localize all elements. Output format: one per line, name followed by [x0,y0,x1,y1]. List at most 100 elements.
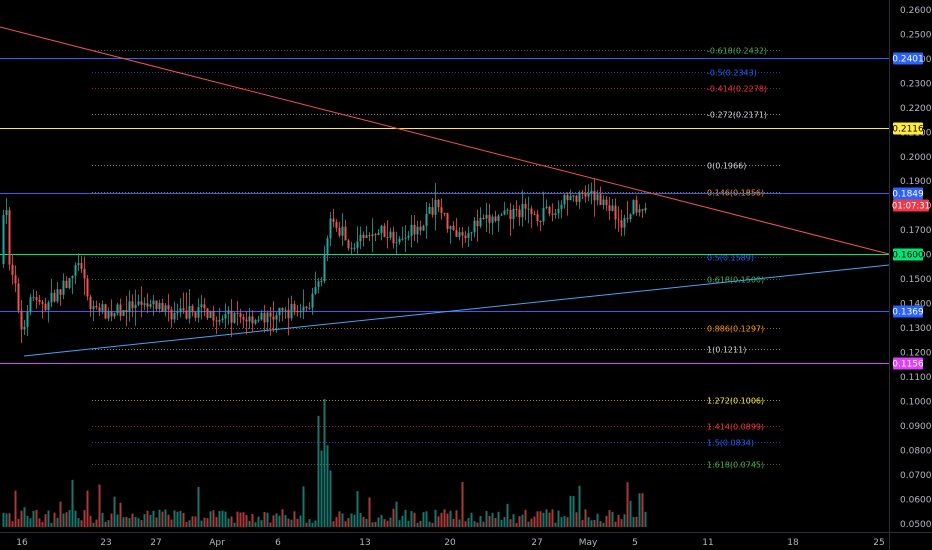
trendlines[interactable] [0,26,890,357]
volume-bar [383,519,386,527]
candle-body [347,240,350,248]
volume-bar [407,520,410,527]
volume-bar [428,521,431,527]
candle-body [95,306,98,308]
candle-body [11,264,14,276]
volume-bar [164,509,167,527]
candle-body [209,310,212,318]
candle-body [479,217,482,227]
candle-body [641,209,644,211]
volume-bar [212,510,215,527]
candle-body [410,224,413,236]
volume-bar [587,517,590,527]
volume-bar [143,514,146,527]
time-axis[interactable]: 16 23 27 Apr 6 13 20 27 May 5 11 18 25 [16,538,884,548]
candle-body [503,210,506,215]
candle-body [419,226,422,231]
candle-body [122,309,125,316]
price-axis[interactable]: 0.26000.25000.24000.23000.22000.21000.20… [900,6,932,530]
volume-bar [557,510,560,527]
volume-bar [119,502,122,527]
horizontal-lines[interactable] [0,58,889,364]
fib-level-label: -0.272(0.2171) [707,111,767,120]
candle-body [461,232,464,236]
volume-bar [467,518,470,527]
volume-bar [629,500,632,527]
candle-body [83,268,86,279]
volume-bar [200,520,203,527]
volume-bar [14,490,17,527]
candle-body [263,312,266,323]
volume-bar [410,511,413,527]
volume-bar [524,509,527,527]
candle-body [173,313,176,320]
candle-body [269,312,272,317]
candle-body [623,218,626,228]
price-badge [893,248,923,261]
candle-body [113,313,116,317]
candle-body [275,315,278,320]
time-tick-label: 23 [100,538,111,548]
candle-body [365,235,368,238]
volume-bar [377,517,380,527]
candle-body [446,212,449,230]
candle-body [260,312,263,320]
candle-body [440,207,443,213]
candle-body [329,218,332,239]
price-badge-label: 0.1156 [892,360,924,370]
candle-body [224,314,227,319]
price-tick-label: 0.0900 [900,422,932,432]
volume-bar [527,521,530,527]
price-tick-label: 0.1400 [900,300,932,310]
candle-body [338,227,341,236]
price-tick-label: 0.0800 [900,447,932,457]
volume-bar [392,508,395,527]
candle-body [236,313,239,315]
volume-bar [356,491,359,527]
volume-bar [482,521,485,527]
volume-bar [8,513,11,527]
candle-body [272,316,275,320]
ascending-trendline[interactable] [23,264,890,357]
candle-body [98,307,101,311]
descending-trendline[interactable] [0,26,890,255]
candle-body [533,214,536,216]
volume-bar [452,518,455,527]
volume-bar [614,521,617,527]
candle-body [137,301,140,305]
candle-body [407,235,410,238]
volume-bar [443,509,446,527]
fibonacci-retracement[interactable]: -0.618(0.2432) -0.5(0.2343) -0.414(0.2278)… [92,47,782,470]
time-tick-label: May [579,538,598,548]
volume-bar [485,511,488,527]
volume-bar [68,510,71,527]
price-badge [893,122,923,135]
price-tick-label: 0.2500 [900,30,932,40]
volume-bar [215,517,218,527]
candle-body [74,265,77,276]
candle-body [323,255,326,281]
candle-body [230,310,233,323]
volume-bar [590,520,593,527]
candle-body [458,232,461,237]
candle-body [425,213,428,226]
candle-body [476,220,479,227]
candle-body [200,304,203,308]
volume-bar [542,512,545,527]
candle-body [197,307,200,318]
volume-bar [167,514,170,527]
candle-body [152,300,155,305]
candle-body [509,209,512,219]
candle-body [581,192,584,194]
candle-body [281,307,284,311]
volume-bar [17,518,20,527]
volume-bar [497,511,500,527]
volume-bar [530,518,533,527]
volume-bar [623,514,626,527]
candle-body [62,280,65,295]
volume-bar [272,515,275,527]
candle-body [491,216,494,223]
price-tick-label: 0.1100 [900,373,932,383]
candle-body [539,220,542,222]
